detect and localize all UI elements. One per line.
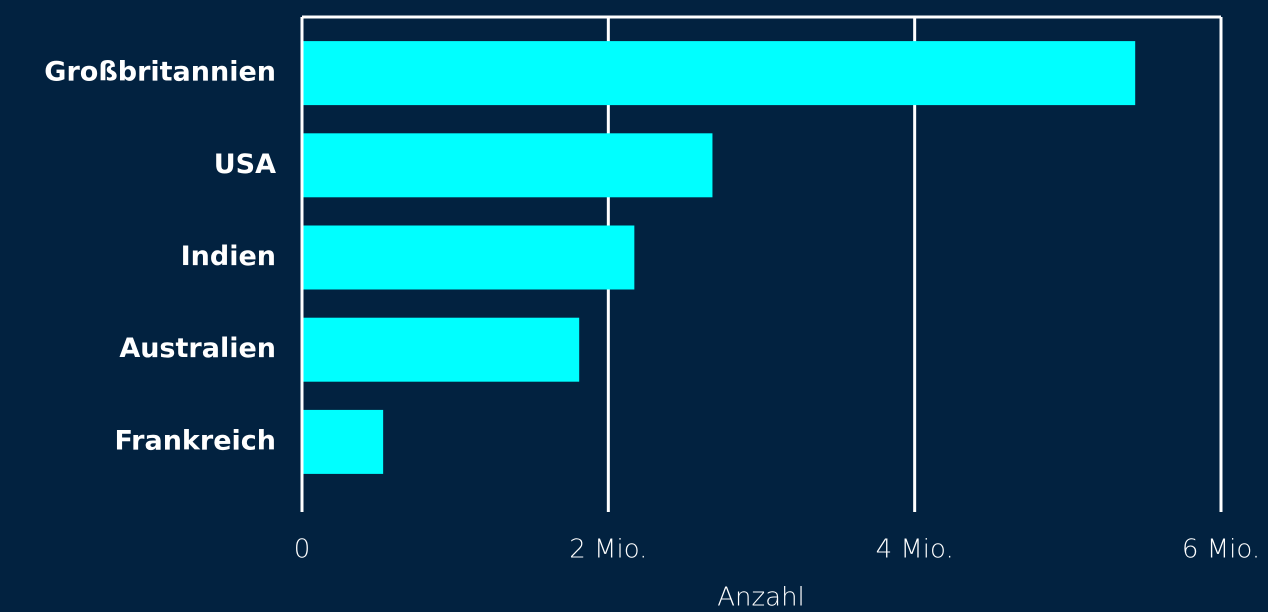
y-tick-label: Australien (119, 333, 276, 364)
x-tick-label: 4 Mio. (876, 535, 954, 565)
bar (303, 41, 1136, 106)
bar (303, 317, 580, 382)
y-tick-label: USA (214, 149, 276, 180)
bar (303, 225, 635, 290)
y-tick-label: Großbritannien (44, 57, 276, 88)
x-tick-label: 2 Mio. (569, 535, 647, 565)
x-axis-label: Anzahl (717, 583, 805, 612)
y-tick-label: Indien (181, 241, 276, 272)
y-tick-label: Frankreich (114, 425, 276, 456)
x-tick-label: 6 Mio. (1182, 535, 1260, 565)
x-tick-label: 0 (294, 535, 311, 565)
bar (303, 133, 713, 198)
bar (303, 409, 384, 474)
